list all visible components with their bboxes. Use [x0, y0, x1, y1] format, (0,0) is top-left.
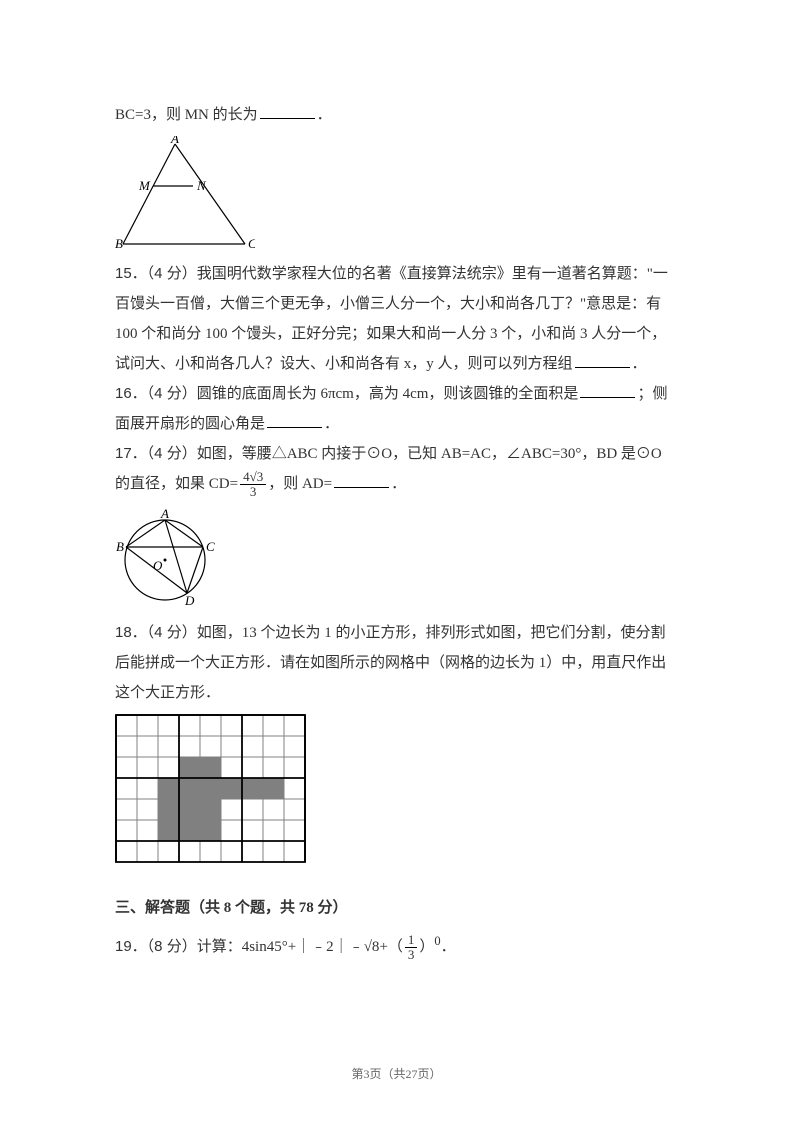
q19-frac-den: 3: [405, 948, 418, 962]
footer-suffix: 页）: [418, 1067, 442, 1081]
section3-heading: 三、解答题（共 8 个题，共 78 分）: [115, 893, 678, 923]
q19-text1: 计算：4sin45°+: [197, 939, 296, 955]
q15-period: ．: [632, 356, 647, 372]
q17-figure: A B C D O: [115, 505, 678, 610]
q14-blank: [260, 103, 315, 119]
content-area: BC=3，则 MN 的长为 ． A B C M N 15．（4 分）我国明代数学家程大位的…: [115, 100, 678, 962]
q19-period: ．: [441, 939, 456, 955]
q17-blank: [334, 472, 389, 488]
q17: 17．（4 分）如图，等腰△ABC 内接于⊙O，已知 AB=AC，∠ABC=30…: [115, 439, 678, 499]
q14-leadin: BC=3，则 MN 的长为: [115, 107, 258, 123]
svg-text:C: C: [206, 539, 215, 554]
q17-text2: ，则 AD=: [268, 476, 332, 492]
q17-period: ．: [391, 476, 406, 492]
q16-blank1: [580, 382, 635, 398]
q17-frac: 4√33: [240, 470, 266, 498]
q19-text2: ﹣: [349, 939, 364, 955]
q15: 15．（4 分）我国明代数学家程大位的名著《直接算法统宗》里有一道著名算题："一…: [115, 259, 678, 379]
svg-text:M: M: [138, 178, 151, 193]
q18-num: 18．（4 分）: [115, 624, 197, 641]
q19-num: 19．（8 分）: [115, 938, 197, 955]
q19: 19．（8 分）计算：4sin45°+｜﹣2｜﹣√8+（13）0．: [115, 929, 678, 962]
q18-figure: [115, 714, 678, 863]
page: BC=3，则 MN 的长为 ． A B C M N 15．（4 分）我国明代数学家程大位的…: [0, 0, 793, 1122]
q19-frac: 13: [405, 933, 418, 961]
q19-text4: ）: [419, 939, 434, 955]
q17-num: 17．（4 分）: [115, 445, 197, 462]
footer-mid: 页（共: [369, 1067, 405, 1081]
svg-text:B: B: [116, 539, 124, 554]
q16-blank2: [267, 412, 322, 428]
q16-period: ．: [324, 416, 339, 432]
q14-period: ．: [317, 107, 332, 123]
svg-text:B: B: [115, 236, 123, 251]
footer-prefix: 第: [351, 1067, 363, 1081]
q16-num: 16．（4 分）: [115, 385, 197, 402]
circle-diagram: A B C D O: [115, 505, 225, 610]
q18-text: 如图，13 个边长为 1 的小正方形，排列形式如图，把它们分割，使分割后能拼成一…: [115, 625, 666, 701]
q14-line: BC=3，则 MN 的长为 ．: [115, 100, 678, 130]
q16-text1: 圆锥的底面周长为 6πcm，高为 4cm，则该圆锥的全面积是: [197, 386, 579, 402]
triangle-diagram: A B C M N: [115, 136, 255, 251]
svg-text:D: D: [184, 593, 195, 608]
q15-num: 15．（4 分）: [115, 265, 197, 282]
q18: 18．（4 分）如图，13 个边长为 1 的小正方形，排列形式如图，把它们分割，…: [115, 618, 678, 708]
grid-diagram: [115, 714, 306, 863]
q17-frac-num: 4√3: [240, 470, 266, 485]
svg-text:C: C: [248, 236, 255, 251]
footer-total: 27: [406, 1067, 418, 1081]
page-footer: 第3页（共27页）: [0, 1065, 793, 1082]
svg-text:A: A: [160, 506, 169, 521]
q14-figure: A B C M N: [115, 136, 678, 251]
q17-frac-den: 3: [240, 485, 266, 499]
q19-abs: ｜﹣2｜: [296, 939, 349, 955]
svg-text:A: A: [170, 136, 179, 146]
q19-frac-num: 1: [405, 933, 418, 948]
svg-text:O: O: [153, 558, 163, 573]
q15-blank: [575, 352, 630, 368]
q19-text3: +（: [379, 939, 402, 955]
svg-text:N: N: [196, 178, 207, 193]
q19-sqrt: √8: [364, 939, 380, 955]
q16: 16．（4 分）圆锥的底面周长为 6πcm，高为 4cm，则该圆锥的全面积是；侧…: [115, 379, 678, 439]
